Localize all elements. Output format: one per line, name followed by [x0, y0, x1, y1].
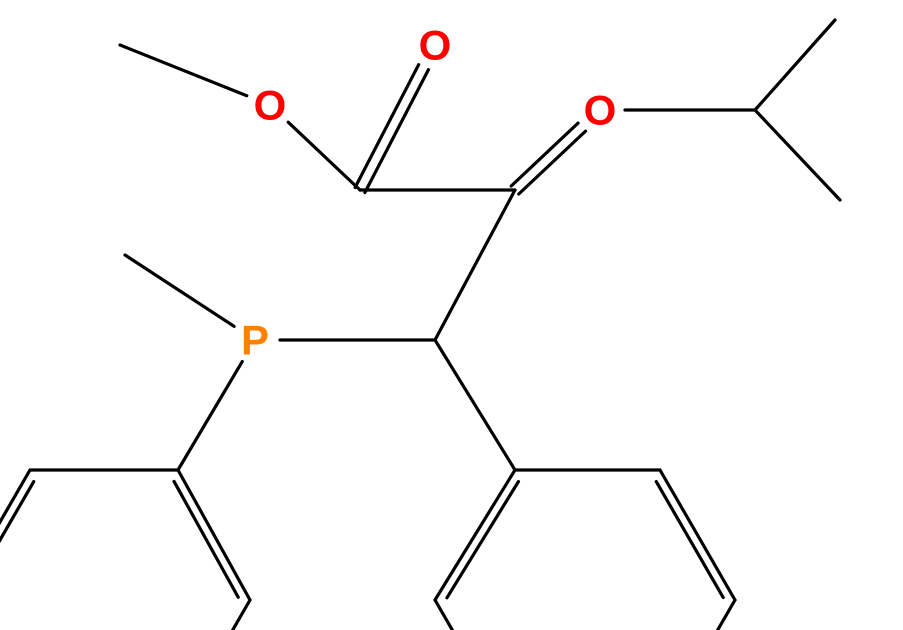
chemical-structure-diagram: O O O P: [0, 0, 903, 630]
atom-P: P: [241, 317, 269, 364]
atom-O: O: [584, 87, 617, 134]
atom-O: O: [254, 82, 287, 129]
atom-O: O: [419, 22, 452, 69]
